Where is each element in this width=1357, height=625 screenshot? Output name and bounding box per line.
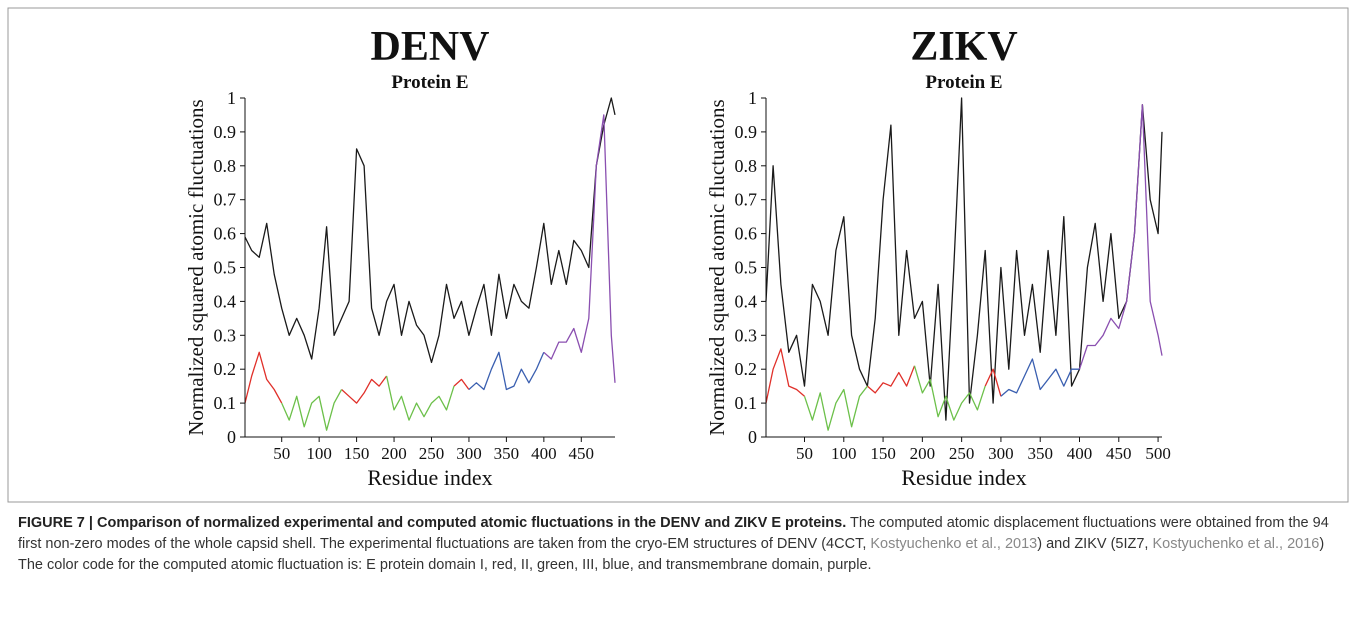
y-tick-label: 0.6 <box>214 224 237 244</box>
y-tick-label: 0.5 <box>735 258 758 278</box>
x-tick-label: 150 <box>870 444 896 463</box>
x-tick-label: 250 <box>949 444 975 463</box>
chart-subtitle: Protein E <box>925 72 1002 93</box>
caption-text: ) The color code for the computed atomic… <box>18 536 1325 573</box>
x-tick-label: 450 <box>569 444 595 463</box>
citation-link[interactable]: Kostyuchenko et al., 2016 <box>1152 536 1320 552</box>
y-tick-label: 0.4 <box>214 291 237 311</box>
x-tick-label: 500 <box>1145 444 1171 463</box>
chart-title: DENV <box>370 24 489 70</box>
caption-label: FIGURE 7 | Comparison of normalized expe… <box>18 515 847 531</box>
y-tick-label: 0.3 <box>214 325 237 345</box>
x-tick-label: 200 <box>381 444 407 463</box>
chart-title: ZIKV <box>910 24 1017 70</box>
citation-link[interactable]: Kostyuchenko et al., 2013 <box>870 536 1038 552</box>
y-tick-label: 0.9 <box>735 122 758 142</box>
y-tick-label: 0.1 <box>214 393 237 413</box>
x-tick-label: 50 <box>796 444 813 463</box>
x-tick-label: 50 <box>273 444 290 463</box>
series-line <box>1078 104 1163 370</box>
y-tick-label: 1 <box>748 88 757 108</box>
x-tick-label: 400 <box>531 444 557 463</box>
caption-text: ) and ZIKV (5IZ7, <box>1037 536 1153 552</box>
series-line <box>765 348 1002 404</box>
series-line <box>803 365 986 431</box>
x-tick-label: 100 <box>831 444 857 463</box>
y-tick-label: 0.2 <box>735 359 758 379</box>
x-tick-label: 350 <box>1027 444 1053 463</box>
x-axis-label: Residue index <box>901 465 1026 490</box>
series-line <box>244 351 470 404</box>
x-tick-label: 400 <box>1067 444 1093 463</box>
y-tick-label: 0 <box>748 427 757 447</box>
y-tick-label: 0.1 <box>735 393 758 413</box>
y-tick-label: 0.8 <box>735 156 758 176</box>
y-axis-label: Normalized squared atomic fluctuations <box>705 99 729 435</box>
y-tick-label: 0.9 <box>214 122 237 142</box>
y-tick-label: 0 <box>227 427 236 447</box>
chart-subtitle: Protein E <box>391 72 468 93</box>
series-line <box>543 114 616 383</box>
x-axis-label: Residue index <box>367 465 492 490</box>
y-tick-label: 0.7 <box>214 190 237 210</box>
series-line <box>281 375 455 431</box>
caption: FIGURE 7 | Comparison of normalized expe… <box>18 513 1338 576</box>
x-tick-label: 200 <box>910 444 936 463</box>
x-tick-label: 300 <box>988 444 1014 463</box>
y-axis-label: Normalized squared atomic fluctuations <box>184 99 208 435</box>
x-tick-label: 150 <box>344 444 370 463</box>
caption-text: The computed atomic displacement fluctua… <box>18 515 1329 552</box>
x-tick-label: 250 <box>419 444 445 463</box>
series-line <box>244 97 616 364</box>
x-tick-label: 450 <box>1106 444 1132 463</box>
y-tick-label: 0.8 <box>214 156 237 176</box>
x-tick-label: 100 <box>306 444 332 463</box>
figure-frame <box>7 7 1349 503</box>
y-tick-label: 0.7 <box>735 190 758 210</box>
y-tick-label: 0.3 <box>735 325 758 345</box>
y-tick-label: 1 <box>227 88 236 108</box>
y-tick-label: 0.6 <box>735 224 758 244</box>
x-tick-label: 300 <box>456 444 482 463</box>
y-tick-label: 0.5 <box>214 258 237 278</box>
series-line <box>1000 358 1080 397</box>
series-line <box>765 97 1163 421</box>
x-tick-label: 350 <box>494 444 520 463</box>
series-line <box>468 351 545 391</box>
y-tick-label: 0.4 <box>735 291 758 311</box>
y-tick-label: 0.2 <box>214 359 237 379</box>
